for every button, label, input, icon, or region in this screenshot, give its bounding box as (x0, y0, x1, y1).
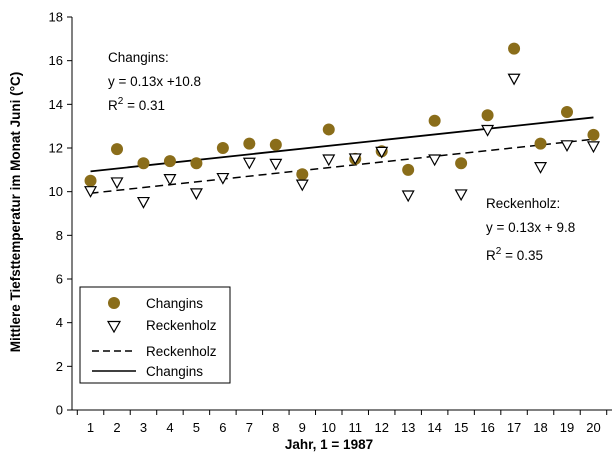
point-changins (111, 143, 123, 156)
trendline-reckenholz (90, 138, 594, 194)
y-tick-label: 4 (56, 315, 63, 330)
x-tick-label: 13 (401, 420, 415, 435)
x-tick-label: 5 (193, 420, 200, 435)
legend-label-reckenholz-points: Reckenholz (146, 318, 217, 333)
y-tick-label: 0 (56, 403, 63, 418)
legend-changins-marker (108, 297, 120, 309)
point-reckenholz (534, 162, 548, 174)
point-reckenholz (560, 140, 574, 153)
x-tick-label: 9 (299, 420, 306, 435)
x-tick-label: 4 (166, 420, 173, 435)
y-axis-title: Mittlere Tiefsttemperatur im Monat Juni … (8, 72, 23, 352)
changins-equation: y = 0.13x +10.8 (108, 74, 201, 89)
point-changins (163, 155, 176, 168)
reckenholz-r2-sup: 2 (496, 246, 502, 257)
point-reckenholz (84, 186, 98, 198)
point-reckenholz (586, 141, 600, 154)
changins-r2: R2 = 0.31 (108, 96, 165, 113)
point-changins (534, 137, 547, 150)
x-tick-label: 10 (322, 420, 336, 435)
legend-box (79, 286, 231, 384)
point-reckenholz (481, 124, 495, 137)
changins-r2-sup: 2 (118, 96, 124, 107)
point-reckenholz (428, 154, 442, 167)
changins-annotation-title: Changins: (108, 50, 169, 65)
x-tick-label: 18 (533, 420, 547, 435)
x-tick-label: 19 (560, 420, 574, 435)
point-changins (137, 157, 150, 170)
x-tick-label: 7 (246, 420, 253, 435)
changins-r2-base: R (108, 98, 118, 113)
point-changins (561, 105, 573, 118)
point-changins (455, 157, 468, 170)
changins-annotation: Changins: y = 0.13x +10.8 R2 = 0.31 (108, 50, 201, 113)
point-reckenholz (216, 172, 230, 185)
x-tick-label: 8 (272, 420, 279, 435)
x-tick-label: 3 (140, 420, 147, 435)
x-tick-label: 15 (454, 420, 468, 435)
reckenholz-r2: R2 = 0.35 (486, 246, 543, 263)
legend-label-reckenholz-line: Reckenholz (146, 344, 217, 359)
y-tick-label: 2 (56, 359, 63, 374)
point-reckenholz (348, 153, 362, 166)
data-points (84, 42, 600, 209)
point-changins (84, 174, 97, 187)
legend-label-changins-line: Changins (146, 364, 203, 379)
x-tick-label: 14 (427, 420, 441, 435)
legend-reckenholz-marker (106, 320, 122, 334)
x-tick-label: 2 (113, 420, 120, 435)
point-reckenholz (401, 190, 415, 203)
x-tick-label: 16 (480, 420, 494, 435)
point-reckenholz (322, 154, 336, 167)
point-changins (216, 142, 229, 154)
x-tick-label: 17 (507, 420, 521, 435)
point-reckenholz (242, 157, 256, 170)
x-tick-label: 12 (374, 420, 388, 435)
y-tick-label: 6 (56, 272, 63, 287)
point-reckenholz (295, 179, 309, 192)
reckenholz-r2-base: R (486, 248, 496, 263)
y-tick-label: 14 (49, 97, 63, 112)
legend: Changins Reckenholz Reckenholz Changins (79, 286, 231, 384)
point-reckenholz (269, 158, 283, 171)
trendlines (90, 116, 594, 194)
point-reckenholz (110, 177, 124, 190)
point-reckenholz (454, 189, 468, 202)
point-changins (402, 163, 415, 176)
point-changins (190, 157, 203, 170)
x-tick-label: 1 (87, 420, 94, 435)
point-reckenholz (136, 196, 150, 209)
point-reckenholz (507, 73, 521, 86)
reckenholz-r2-value: = 0.35 (501, 248, 543, 263)
x-tick-label: 20 (586, 420, 600, 435)
x-axis-title: Jahr, 1 = 1987 (285, 437, 373, 452)
point-changins (322, 123, 335, 136)
y-tick-label: 18 (49, 10, 63, 25)
reckenholz-equation: y = 0.13x + 9.8 (486, 220, 575, 235)
y-tick-label: 16 (49, 53, 63, 68)
x-tick-label: 11 (348, 420, 362, 435)
point-reckenholz (189, 188, 203, 201)
reckenholz-annotation: Reckenholz: y = 0.13x + 9.8 R2 = 0.35 (486, 196, 575, 263)
legend-label-changins-points: Changins (146, 296, 203, 311)
reckenholz-annotation-title: Reckenholz: (486, 196, 560, 211)
point-changins (587, 128, 600, 141)
y-tick-label: 10 (49, 184, 63, 199)
y-tick-label: 8 (56, 228, 63, 243)
point-reckenholz (375, 146, 389, 159)
point-changins (269, 138, 282, 151)
point-reckenholz (163, 174, 177, 186)
point-changins (296, 168, 309, 181)
point-changins (243, 137, 256, 150)
point-changins (428, 114, 441, 127)
x-tick-label: 6 (219, 420, 226, 435)
point-changins (481, 109, 494, 122)
point-changins (508, 42, 521, 55)
y-tick-label: 12 (49, 141, 63, 156)
changins-r2-value: = 0.31 (123, 98, 165, 113)
